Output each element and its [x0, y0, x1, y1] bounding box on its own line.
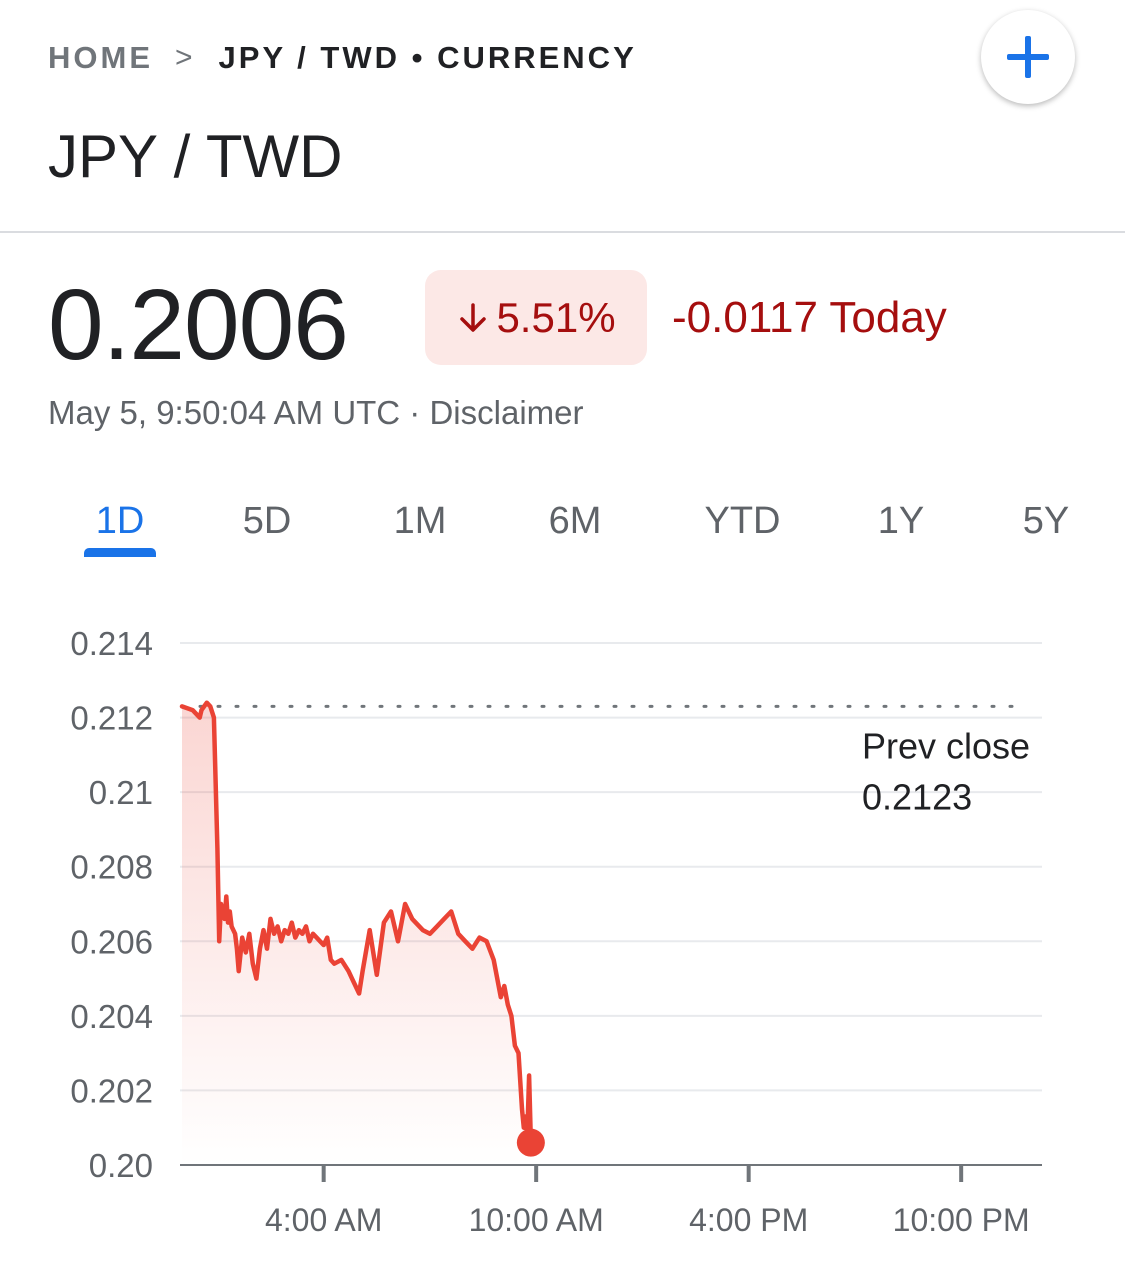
series-area — [182, 702, 531, 1165]
change-percent-badge: 5.51% — [425, 270, 647, 365]
price-chart[interactable]: 0.214 0.212 0.21 0.208 0.206 0.204 0.202 0.20 4… — [0, 600, 1125, 1263]
series-line — [179, 700, 534, 1145]
breadcrumb: HOME > JPY / TWD • CURRENCY — [48, 38, 637, 78]
quote-timestamp: May 5, 9:50:04 AM UTC · Disclaimer — [48, 393, 583, 433]
x-tick-label: 4:00 AM — [265, 1202, 382, 1238]
current-price: 0.2006 — [48, 269, 349, 381]
arrow-down-icon — [460, 302, 487, 332]
add-to-watchlist-button[interactable] — [981, 10, 1075, 104]
tab-1m[interactable]: 1M — [393, 500, 447, 542]
y-tick-label: 0.214 — [70, 625, 153, 662]
breadcrumb-current: JPY / TWD • CURRENCY — [218, 40, 637, 75]
breadcrumb-chevron-icon: > — [175, 41, 193, 74]
tab-1y[interactable]: 1Y — [877, 500, 925, 542]
tab-5y[interactable]: 5Y — [1022, 500, 1070, 542]
x-tick-label: 10:00 PM — [893, 1202, 1030, 1238]
prev-close-label: Prev close — [862, 725, 1030, 766]
current-point-marker — [516, 1128, 545, 1157]
change-today: -0.0117 Today — [672, 293, 947, 342]
tab-5d[interactable]: 5D — [242, 500, 292, 542]
breadcrumb-home-link[interactable]: HOME — [48, 40, 153, 75]
prev-close-value: 0.2123 — [862, 776, 972, 817]
timestamp-text: May 5, 9:50:04 AM UTC · — [48, 394, 430, 431]
x-tick-label: 10:00 AM — [469, 1202, 604, 1238]
y-tick-label: 0.206 — [70, 923, 153, 960]
disclaimer-link[interactable]: Disclaimer — [429, 394, 584, 431]
change-percent: 5.51% — [496, 293, 616, 341]
plus-icon — [1007, 36, 1049, 78]
range-tabs: 1D 5D 1M 6M YTD 1Y 5Y — [0, 495, 1125, 565]
page-title: JPY / TWD — [48, 123, 343, 190]
active-tab-indicator — [84, 548, 156, 557]
y-tick-label: 0.212 — [70, 700, 153, 737]
y-tick-label: 0.204 — [70, 998, 153, 1035]
tab-1d[interactable]: 1D — [95, 500, 145, 542]
x-tick-label: 4:00 PM — [689, 1202, 808, 1238]
y-tick-label: 0.202 — [70, 1072, 153, 1109]
header-divider — [0, 231, 1125, 233]
y-tick-label: 0.208 — [70, 849, 153, 886]
y-tick-label: 0.20 — [89, 1147, 153, 1184]
tab-6m[interactable]: 6M — [548, 500, 602, 542]
tab-ytd[interactable]: YTD — [704, 500, 781, 542]
y-tick-label: 0.21 — [89, 774, 153, 811]
